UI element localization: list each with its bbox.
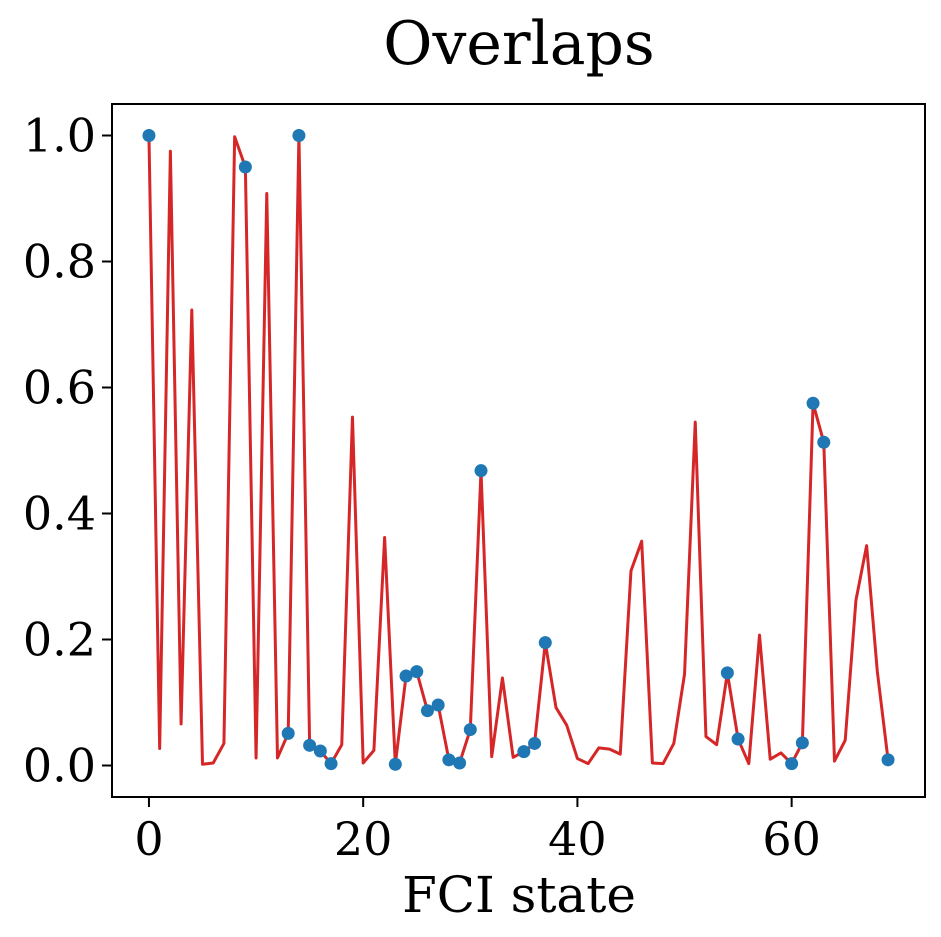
plot-area [142, 129, 895, 771]
selected-state-point [538, 636, 552, 650]
x-tick-label: 20 [334, 812, 393, 866]
selected-state-point [442, 753, 456, 767]
selected-state-point [410, 665, 424, 679]
selected-state-point [292, 129, 306, 142]
selected-state-point [731, 732, 745, 746]
selected-state-point [817, 435, 831, 449]
y-axis: 0.0 0.2 0.4 0.6 0.8 1.0 [23, 109, 112, 793]
selected-state-point [463, 723, 477, 737]
y-tick-label: 0.8 [23, 235, 96, 289]
selected-state-point [399, 669, 413, 683]
y-tick-label: 0.4 [23, 487, 96, 541]
selected-state-point [474, 464, 488, 478]
chart-title: Overlaps [383, 9, 654, 79]
overlap-series-line [147, 134, 890, 766]
selected-state-point [453, 756, 467, 770]
plot-frame [111, 103, 926, 798]
selected-state-point [431, 698, 445, 712]
selected-state-point [238, 160, 252, 174]
selected-state-point [795, 736, 809, 750]
y-tick-label: 0.2 [23, 613, 96, 667]
x-tick-label: 40 [548, 812, 607, 866]
selected-state-point [303, 738, 317, 752]
y-tick-label: 0.6 [23, 361, 96, 415]
selected-state-point [785, 757, 799, 771]
y-tick-label: 0.0 [23, 739, 96, 793]
x-tick-label: 0 [134, 812, 163, 866]
x-axis-label: FCI state [402, 866, 636, 924]
selected-state-point [881, 753, 895, 767]
y-tick-label: 1.0 [23, 109, 96, 163]
selected-state-point [324, 757, 338, 771]
x-axis: 0 20 40 60 [134, 797, 821, 866]
selected-state-point [281, 726, 295, 740]
selected-state-point [388, 757, 402, 771]
selected-state-point [313, 744, 327, 758]
x-tick-label: 60 [762, 812, 821, 866]
selected-state-point [806, 396, 820, 410]
selected-state-point [720, 666, 734, 680]
selected-state-point [528, 736, 542, 750]
selected-state-point [420, 704, 434, 718]
selected-state-point [517, 745, 531, 759]
selected-state-point [142, 129, 156, 142]
